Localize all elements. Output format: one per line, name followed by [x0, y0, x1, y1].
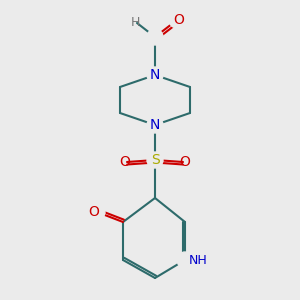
Circle shape: [147, 117, 163, 133]
Text: N: N: [150, 118, 160, 132]
Text: O: O: [88, 205, 99, 219]
Circle shape: [147, 67, 163, 83]
Text: O: O: [174, 13, 184, 27]
Text: O: O: [180, 155, 190, 169]
Text: H: H: [130, 16, 140, 29]
Circle shape: [177, 252, 193, 268]
Text: NH: NH: [189, 254, 208, 266]
Circle shape: [147, 29, 163, 45]
Text: S: S: [151, 153, 159, 167]
Text: O: O: [120, 155, 130, 169]
Text: N: N: [150, 68, 160, 82]
Circle shape: [147, 152, 163, 168]
Circle shape: [169, 12, 185, 28]
Circle shape: [89, 204, 105, 220]
